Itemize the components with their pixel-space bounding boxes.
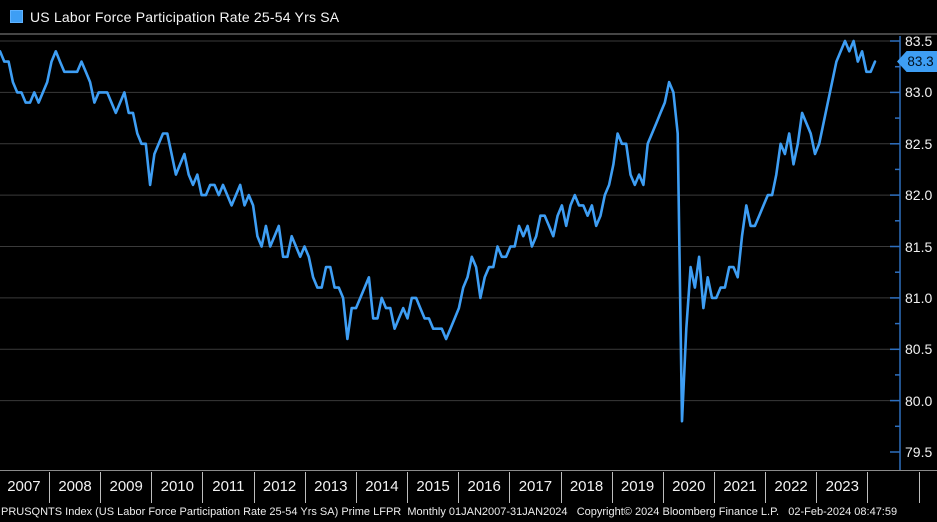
x-axis-year-divider [560,472,562,503]
x-axis-band: 2007 2008 2009 2010 2011 2012 2013 2014 2015 2016… [0,470,937,505]
x-axis-year-label: 2009 [109,478,143,495]
footer-status-line: PRUSQNTS Index (US Labor Force Participa… [1,506,898,518]
x-axis-year-divider [253,472,255,503]
x-axis-year-divider [458,472,460,503]
x-axis-year-divider [816,472,818,503]
legend-item[interactable]: US Labor Force Participation Rate 25-54 … [0,9,339,25]
x-axis-year-divider [662,472,664,503]
x-axis-year-divider [49,472,50,503]
x-axis-year-divider [304,472,306,503]
y-axis-tick-label: 81.5 [905,239,933,255]
x-axis-year-label: 2018 [569,478,604,495]
x-axis-year-divider [765,472,767,503]
lfpr-series-line [0,39,877,423]
x-axis-year-divider [407,472,409,503]
y-axis-tick-label: 83.0 [905,84,933,100]
y-axis-tick-label: 80.0 [905,393,933,409]
x-axis-year-label: 2014 [365,478,399,495]
x-axis-year-divider [918,472,920,503]
y-axis-tick-label: 81.0 [905,290,933,306]
x-axis-year-label: 2017 [518,478,553,495]
x-axis-year-label: 2022 [774,478,808,495]
x-axis-year-label: 2016 [467,478,501,495]
y-axis-tick-label: 82.5 [905,136,933,152]
legend-bar: US Labor Force Participation Rate 25-54 … [0,0,937,33]
x-axis-year-divider [867,472,869,503]
y-axis-tick-label: 82.0 [905,187,933,203]
y-axis-tick-label: 79.5 [905,444,933,460]
x-axis-year-divider [355,472,357,503]
x-axis-year-divider [713,472,715,503]
series-color-swatch [10,10,23,23]
x-axis-year-label: 2010 [160,478,194,495]
x-axis-year-label: 2023 [825,478,859,495]
x-axis-year-label: 2020 [672,478,706,495]
x-axis-year-label: 2019 [620,478,655,495]
x-axis-year-divider [151,472,153,503]
x-axis-year-label: 2021 [723,478,757,495]
x-axis-year-label: 2011 [212,478,245,495]
y-axis-tick-label: 80.5 [905,341,933,357]
last-price-badge: 83.3 [897,51,937,72]
x-axis-year-divider [509,472,511,503]
series-legend-label: US Labor Force Participation Rate 25-54 … [30,8,340,25]
x-axis-year-label: 2015 [416,478,450,495]
x-axis-year-divider [611,472,613,503]
x-axis-year-label: 2012 [262,478,297,495]
x-axis-year-label: 2008 [58,478,92,495]
x-axis-year-label: 2007 [7,478,41,495]
x-axis-year-divider [202,472,204,503]
y-axis-tick-label: 83.5 [905,33,933,49]
x-axis-year-divider [100,472,102,503]
panel-divider [0,33,937,35]
x-axis-year-label: 2013 [314,478,348,495]
